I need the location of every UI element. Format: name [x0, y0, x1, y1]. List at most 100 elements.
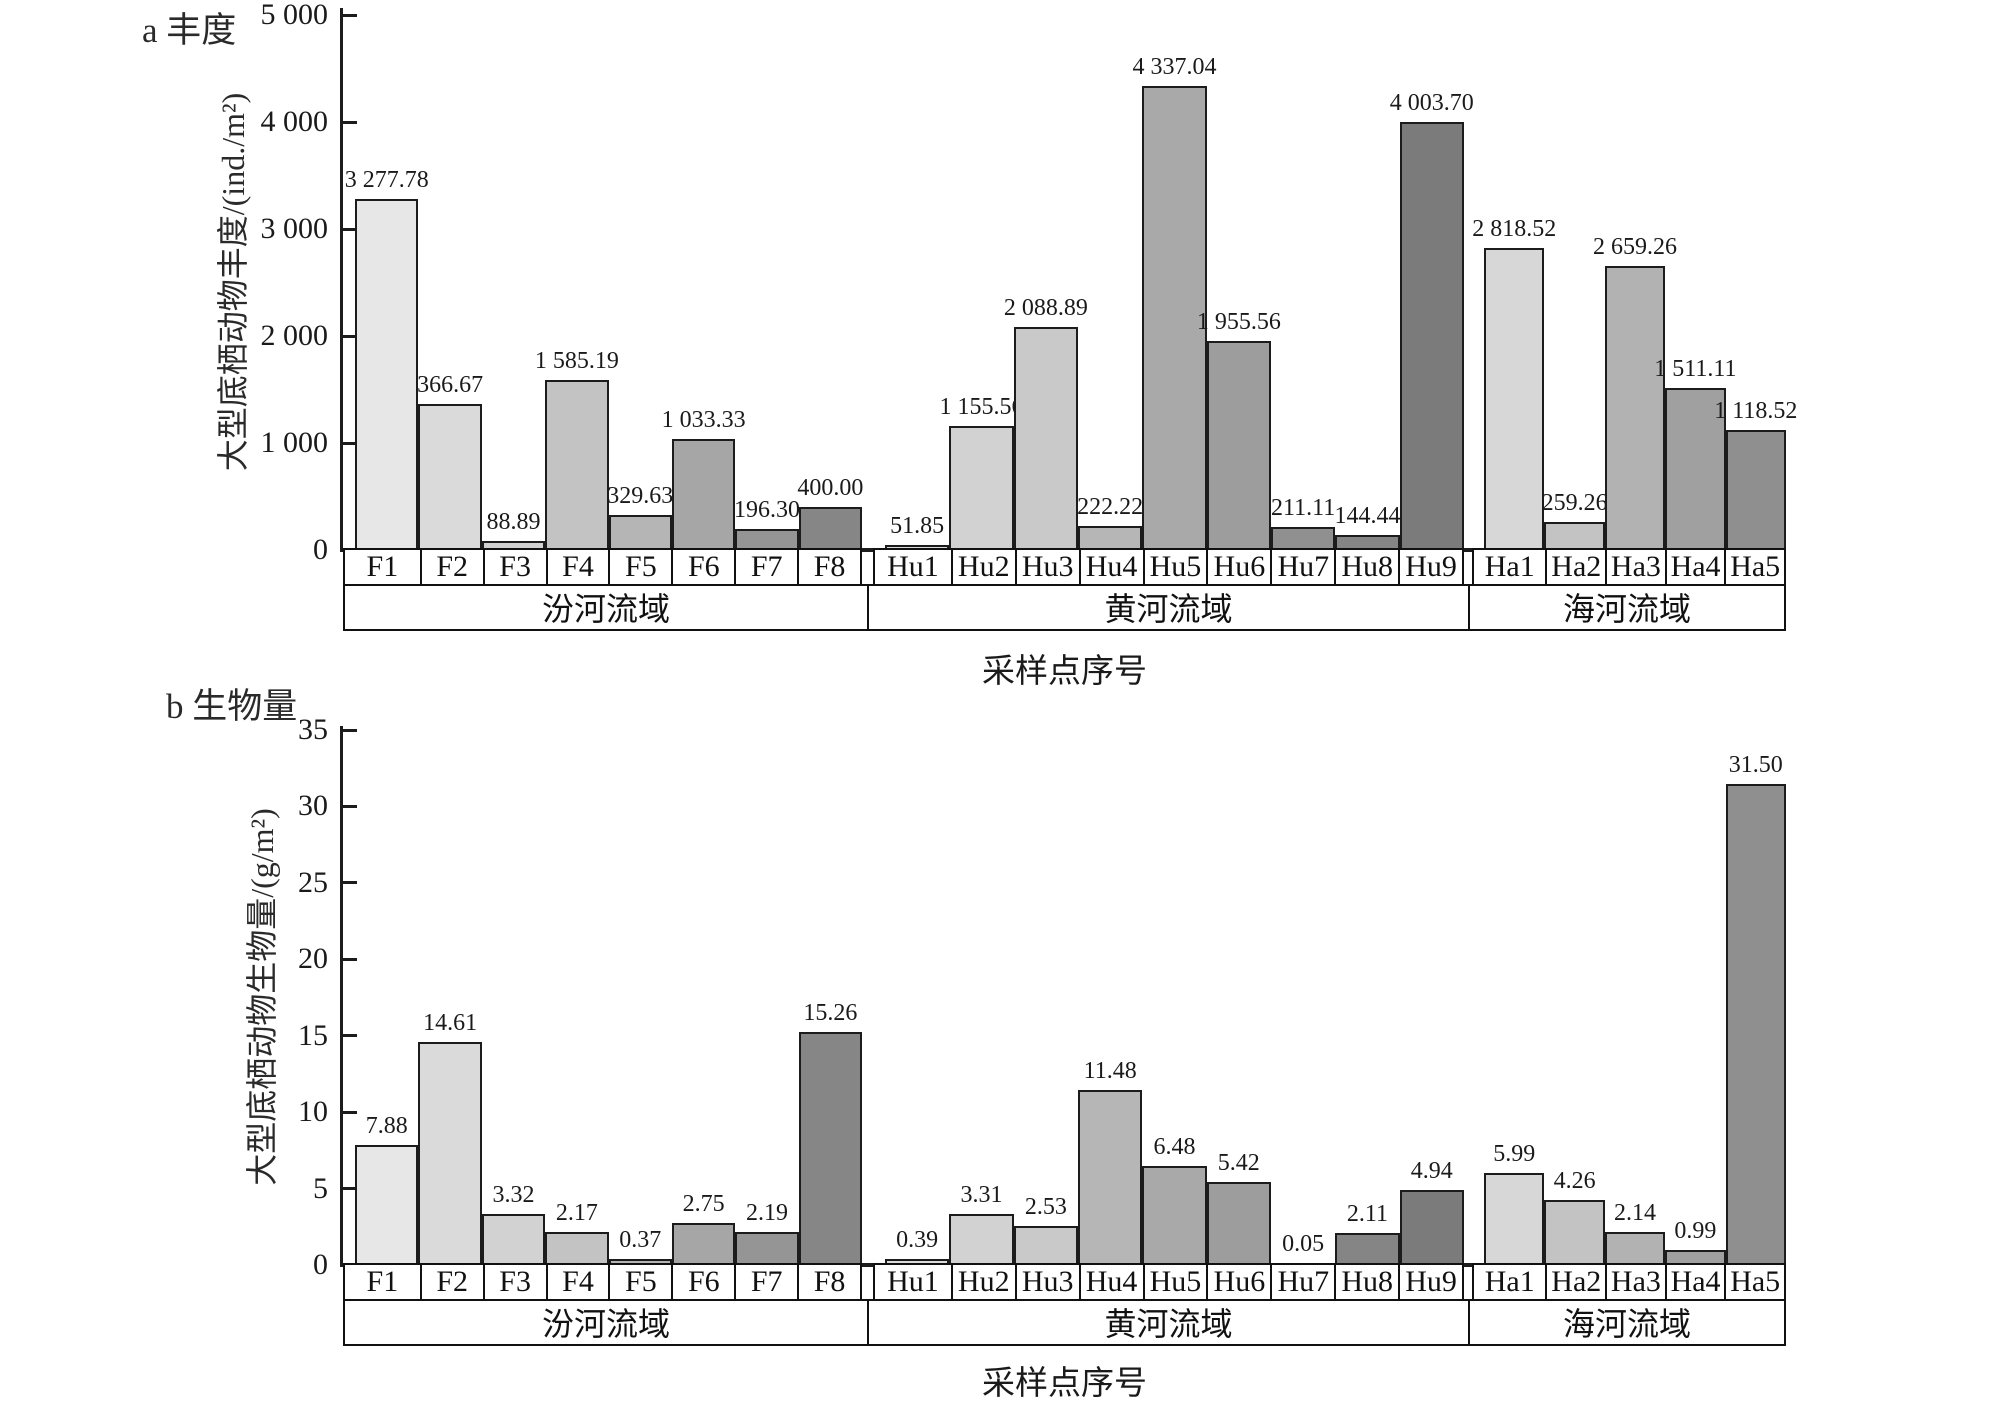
bar-F2: 14.61	[418, 730, 482, 1265]
bar-value-label: 3.31	[960, 1182, 1003, 1209]
bar-value-label: 2 818.52	[1472, 216, 1557, 243]
bar-value-label: 51.85	[890, 512, 945, 539]
bar-rect	[1013, 326, 1078, 550]
y-tick-mark	[343, 441, 357, 445]
category-cell-Hu7: Hu7	[1270, 550, 1334, 584]
bar-value-label: 5.42	[1217, 1150, 1260, 1177]
y-tick-label: 15	[298, 1018, 328, 1052]
y-tick-label: 0	[313, 533, 328, 566]
bar-F7: 2.19	[735, 730, 799, 1265]
bar-value-label: 0.39	[896, 1227, 939, 1253]
chart-b-x-axis-label: 采样点序号	[982, 1366, 1147, 1401]
basin-label-海河流域: 海河流域	[1468, 1298, 1786, 1346]
category-cell-Ha1: Ha1	[1484, 1265, 1535, 1298]
bar-rect	[798, 507, 862, 550]
bar-rect	[1206, 340, 1271, 550]
basin-label-黄河流域: 黄河流域	[866, 583, 1471, 631]
bar-Hu1: 0.39	[885, 730, 950, 1265]
y-tick-label: 35	[298, 713, 328, 746]
bar-rect	[1725, 783, 1786, 1265]
bar-Hu3: 2 088.89	[1004, 15, 1088, 550]
bar-Hu5: 6.48	[1142, 730, 1207, 1265]
bar-value-label: 0.99	[1674, 1217, 1717, 1244]
category-cell-Ha3: Ha3	[1605, 1265, 1665, 1299]
category-cell-Hu8: Hu8	[1334, 550, 1398, 584]
category-cell-Hu2: Hu2	[950, 1265, 1015, 1299]
bar-rect	[545, 380, 609, 550]
bar-value-label: 7.88	[365, 1112, 408, 1139]
category-cell-Hu3: Hu3	[1014, 1265, 1079, 1299]
bar-value-label: 31.50	[1728, 751, 1783, 778]
category-cell-Ha2: Ha2	[1545, 1265, 1605, 1299]
bar-group-海河流域: 2 818.52 259.26 2 659.26 1 511.11 1 118.52	[1472, 15, 1797, 550]
bar-Ha1: 5.99	[1484, 730, 1545, 1265]
category-cell-F5: F5	[608, 1265, 671, 1299]
bar-value-label: 3.32	[492, 1182, 535, 1209]
category-cell-Hu6: Hu6	[1206, 550, 1270, 584]
bar-value-label: 1 955.56	[1196, 308, 1281, 335]
category-cell-F1: F1	[366, 550, 399, 583]
bar-rect	[1142, 1165, 1207, 1265]
bar-rect	[1335, 1232, 1400, 1265]
bar-F7: 196.30	[734, 15, 800, 550]
category-row-海河流域: Ha1 Ha2 Ha3 Ha4 Ha5	[1472, 548, 1786, 586]
bar-value-label: 11.48	[1083, 1057, 1137, 1084]
bar-rect	[1725, 430, 1786, 550]
bar-value-label: 1 585.19	[534, 348, 619, 375]
category-cell-F7: F7	[734, 1265, 797, 1299]
y-axis-line	[340, 8, 343, 552]
bar-rect	[671, 1223, 736, 1265]
bar-value-label: 222.22	[1077, 494, 1144, 521]
category-cell-F4: F4	[545, 550, 609, 584]
bar-value-label: 2.19	[745, 1199, 788, 1226]
bar-F4: 2.17	[545, 730, 609, 1265]
bar-Hu4: 11.48	[1077, 730, 1143, 1265]
bar-value-label: 329.63	[607, 482, 674, 509]
bar-rect	[1335, 534, 1400, 550]
bar-value-label: 259.26	[1541, 490, 1608, 517]
bar-rect	[949, 426, 1014, 550]
bar-Ha4: 0.99	[1665, 730, 1726, 1265]
category-cell-Hu9: Hu9	[1398, 1265, 1462, 1299]
bar-rect	[798, 1031, 862, 1265]
bar-rect	[1604, 1232, 1666, 1265]
chart-a-title: a 丰度	[142, 11, 237, 50]
bar-Ha3: 2 659.26	[1593, 15, 1677, 550]
bar-Ha2: 4.26	[1544, 730, 1605, 1265]
category-cell-F5: F5	[608, 550, 671, 584]
y-tick-mark	[343, 1187, 357, 1191]
category-cell-Hu2: Hu2	[950, 550, 1015, 584]
bar-value-label: 14.61	[423, 1009, 478, 1036]
category-cell-Ha3: Ha3	[1605, 550, 1665, 584]
bar-value-label: 366.67	[417, 371, 484, 398]
basin-label-海河流域: 海河流域	[1468, 583, 1786, 631]
bar-F3: 3.32	[481, 730, 546, 1265]
bar-value-label: 2.14	[1613, 1200, 1656, 1227]
bar-value-label: 0.37	[619, 1227, 662, 1254]
bar-rect	[1206, 1182, 1271, 1265]
category-cell-Hu4: Hu4	[1078, 1265, 1143, 1299]
bar-Hu3: 2.53	[1013, 730, 1078, 1265]
bar-F1: 3 277.78	[345, 15, 429, 550]
y-tick-label: 10	[298, 1095, 328, 1129]
bar-rect	[1544, 1199, 1605, 1265]
bar-F8: 400.00	[797, 15, 863, 550]
category-row-海河流域: Ha1 Ha2 Ha3 Ha4 Ha5	[1472, 1263, 1786, 1301]
bar-rect	[1077, 1089, 1143, 1265]
bar-value-label: 4.94	[1410, 1157, 1453, 1184]
category-cell-F6: F6	[671, 550, 734, 584]
y-tick-mark	[343, 120, 357, 124]
bar-Hu2: 1 155.56	[940, 15, 1024, 550]
category-cell-F6: F6	[671, 1265, 734, 1299]
bar-Ha3: 2.14	[1604, 730, 1666, 1265]
bar-value-label: 144.44	[1334, 502, 1401, 529]
category-cell-F8: F8	[797, 1265, 860, 1299]
bar-rect	[608, 1259, 672, 1265]
bar-group-汾河流域: 7.88 14.61 3.32 2.17 0.37 2.75 2.19 15.26	[355, 730, 862, 1265]
category-cell-Ha4: Ha4	[1664, 1265, 1725, 1299]
bar-value-label: 211.11	[1271, 495, 1336, 522]
bar-Hu5: 4 337.04	[1132, 15, 1216, 550]
bar-Hu7: 0.05	[1270, 730, 1336, 1265]
bar-F6: 1 033.33	[662, 15, 746, 550]
